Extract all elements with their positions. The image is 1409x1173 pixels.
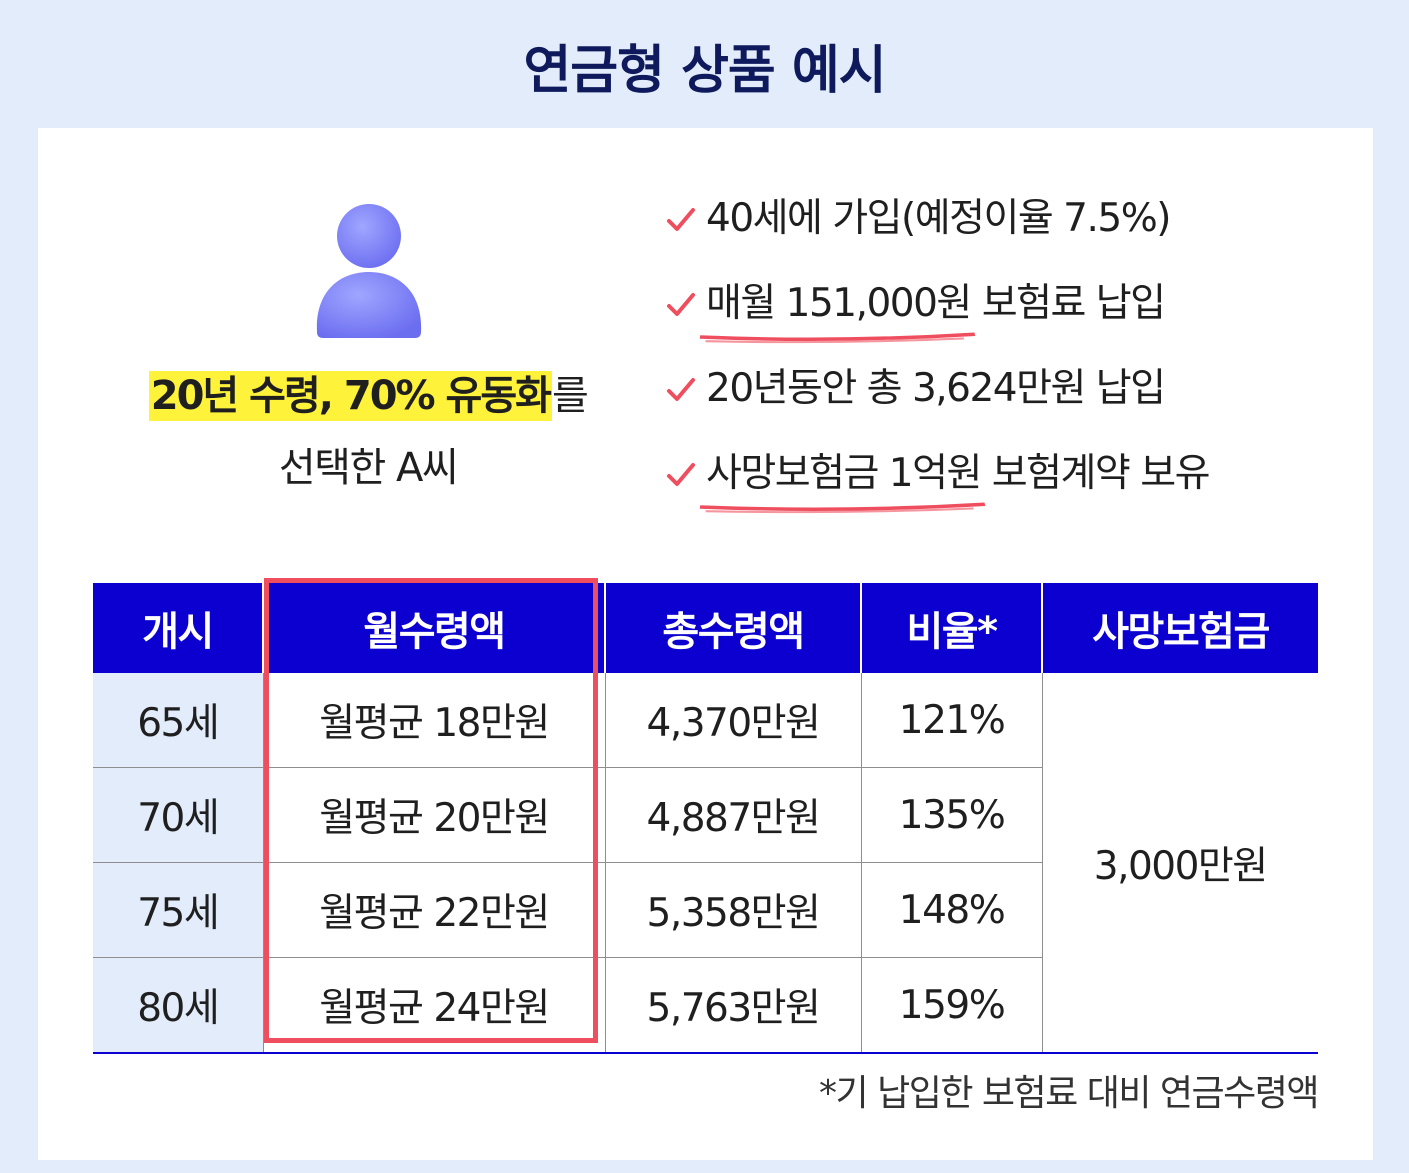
- start-age: 80세: [93, 957, 264, 1054]
- pension-table: 개시 월수령액 총수령액 비율* 사망보험금 65세 월평균 18만원 4,37…: [93, 583, 1318, 1054]
- check-icon: [666, 348, 706, 433]
- monthly-amount: 월평균 20만원: [263, 767, 606, 863]
- underlined-label: 사망보험금 1억원: [706, 451, 982, 496]
- person-caption: 20년 수령, 70% 유동화를 선택한 A씨: [98, 360, 638, 504]
- underline-stroke: [699, 332, 976, 344]
- list-item: 20년동안 총 3,624만원 납입: [666, 346, 1356, 431]
- table-row: 75세 월평균 22만원 5,358만원 148%: [93, 862, 1318, 958]
- underlined-text: 사망보험금 1억원: [699, 431, 986, 516]
- page-title: 연금형 상품 예시: [523, 41, 886, 101]
- monthly-amount: 월평균 24만원: [263, 957, 606, 1054]
- header-ratio: 비율*: [861, 583, 1043, 673]
- list-item: 매월 151,000원 보험료 납입: [666, 261, 1356, 346]
- condition-text: 20년동안 총 3,624만원 납입: [706, 366, 1166, 411]
- table-row: 80세 월평균 24만원 5,763만원 159%: [93, 957, 1318, 1054]
- ratio: 135%: [861, 767, 1043, 863]
- header-start: 개시: [93, 583, 264, 673]
- table-row: 70세 월평균 20만원 4,887만원 135%: [93, 767, 1318, 863]
- condition-list: 40세에 가입(예정이율 7.5%) 매월 151,000원 보험료 납입 20…: [666, 176, 1356, 516]
- total-amount: 4,887만원: [605, 767, 862, 863]
- table-row: 65세 월평균 18만원 4,370만원 121% 3,000만원: [93, 673, 1318, 1054]
- underlined-text: 매월 151,000원: [699, 261, 976, 346]
- monthly-amount: 월평균 18만원: [263, 673, 606, 768]
- underlined-label: 매월 151,000원: [706, 281, 972, 326]
- header-monthly: 월수령액: [263, 583, 606, 673]
- table-header-row: 개시 월수령액 총수령액 비율* 사망보험금: [93, 583, 1318, 673]
- caption-suffix: 를: [551, 373, 589, 419]
- person-icon: [311, 200, 427, 340]
- start-age: 75세: [93, 862, 264, 958]
- ratio: 121%: [861, 673, 1043, 768]
- example-card: 20년 수령, 70% 유동화를 선택한 A씨 40세에 가입(예정이율 7.5…: [38, 128, 1373, 1160]
- total-amount: 4,370만원: [605, 673, 862, 768]
- header-total: 총수령액: [605, 583, 862, 673]
- total-amount: 5,763만원: [605, 957, 862, 1054]
- header-death-benefit: 사망보험금: [1042, 583, 1318, 673]
- condition-rest: 보험계약 보유: [980, 451, 1211, 496]
- total-amount: 5,358만원: [605, 862, 862, 958]
- highlight-text: 20년 수령, 70% 유동화: [148, 371, 552, 421]
- check-icon: [666, 263, 706, 348]
- caption-line2: 선택한 A씨: [278, 445, 459, 491]
- footnote: *기 납입한 보험료 대비 연금수령액: [819, 1073, 1319, 1114]
- check-icon: [666, 178, 706, 263]
- ratio: 148%: [861, 862, 1043, 958]
- start-age: 65세: [93, 673, 264, 768]
- condition-rest: 보험료 납입: [970, 281, 1166, 326]
- list-item: 사망보험금 1억원 보험계약 보유: [666, 431, 1356, 516]
- condition-text: 40세에 가입(예정이율 7.5%): [706, 196, 1171, 241]
- check-icon: [666, 433, 706, 518]
- start-age: 70세: [93, 767, 264, 863]
- list-item: 40세에 가입(예정이율 7.5%): [666, 176, 1356, 261]
- death-benefit: 3,000만원: [1042, 673, 1318, 1054]
- monthly-amount: 월평균 22만원: [263, 862, 606, 958]
- ratio: 159%: [861, 957, 1043, 1054]
- underline-stroke: [699, 502, 986, 514]
